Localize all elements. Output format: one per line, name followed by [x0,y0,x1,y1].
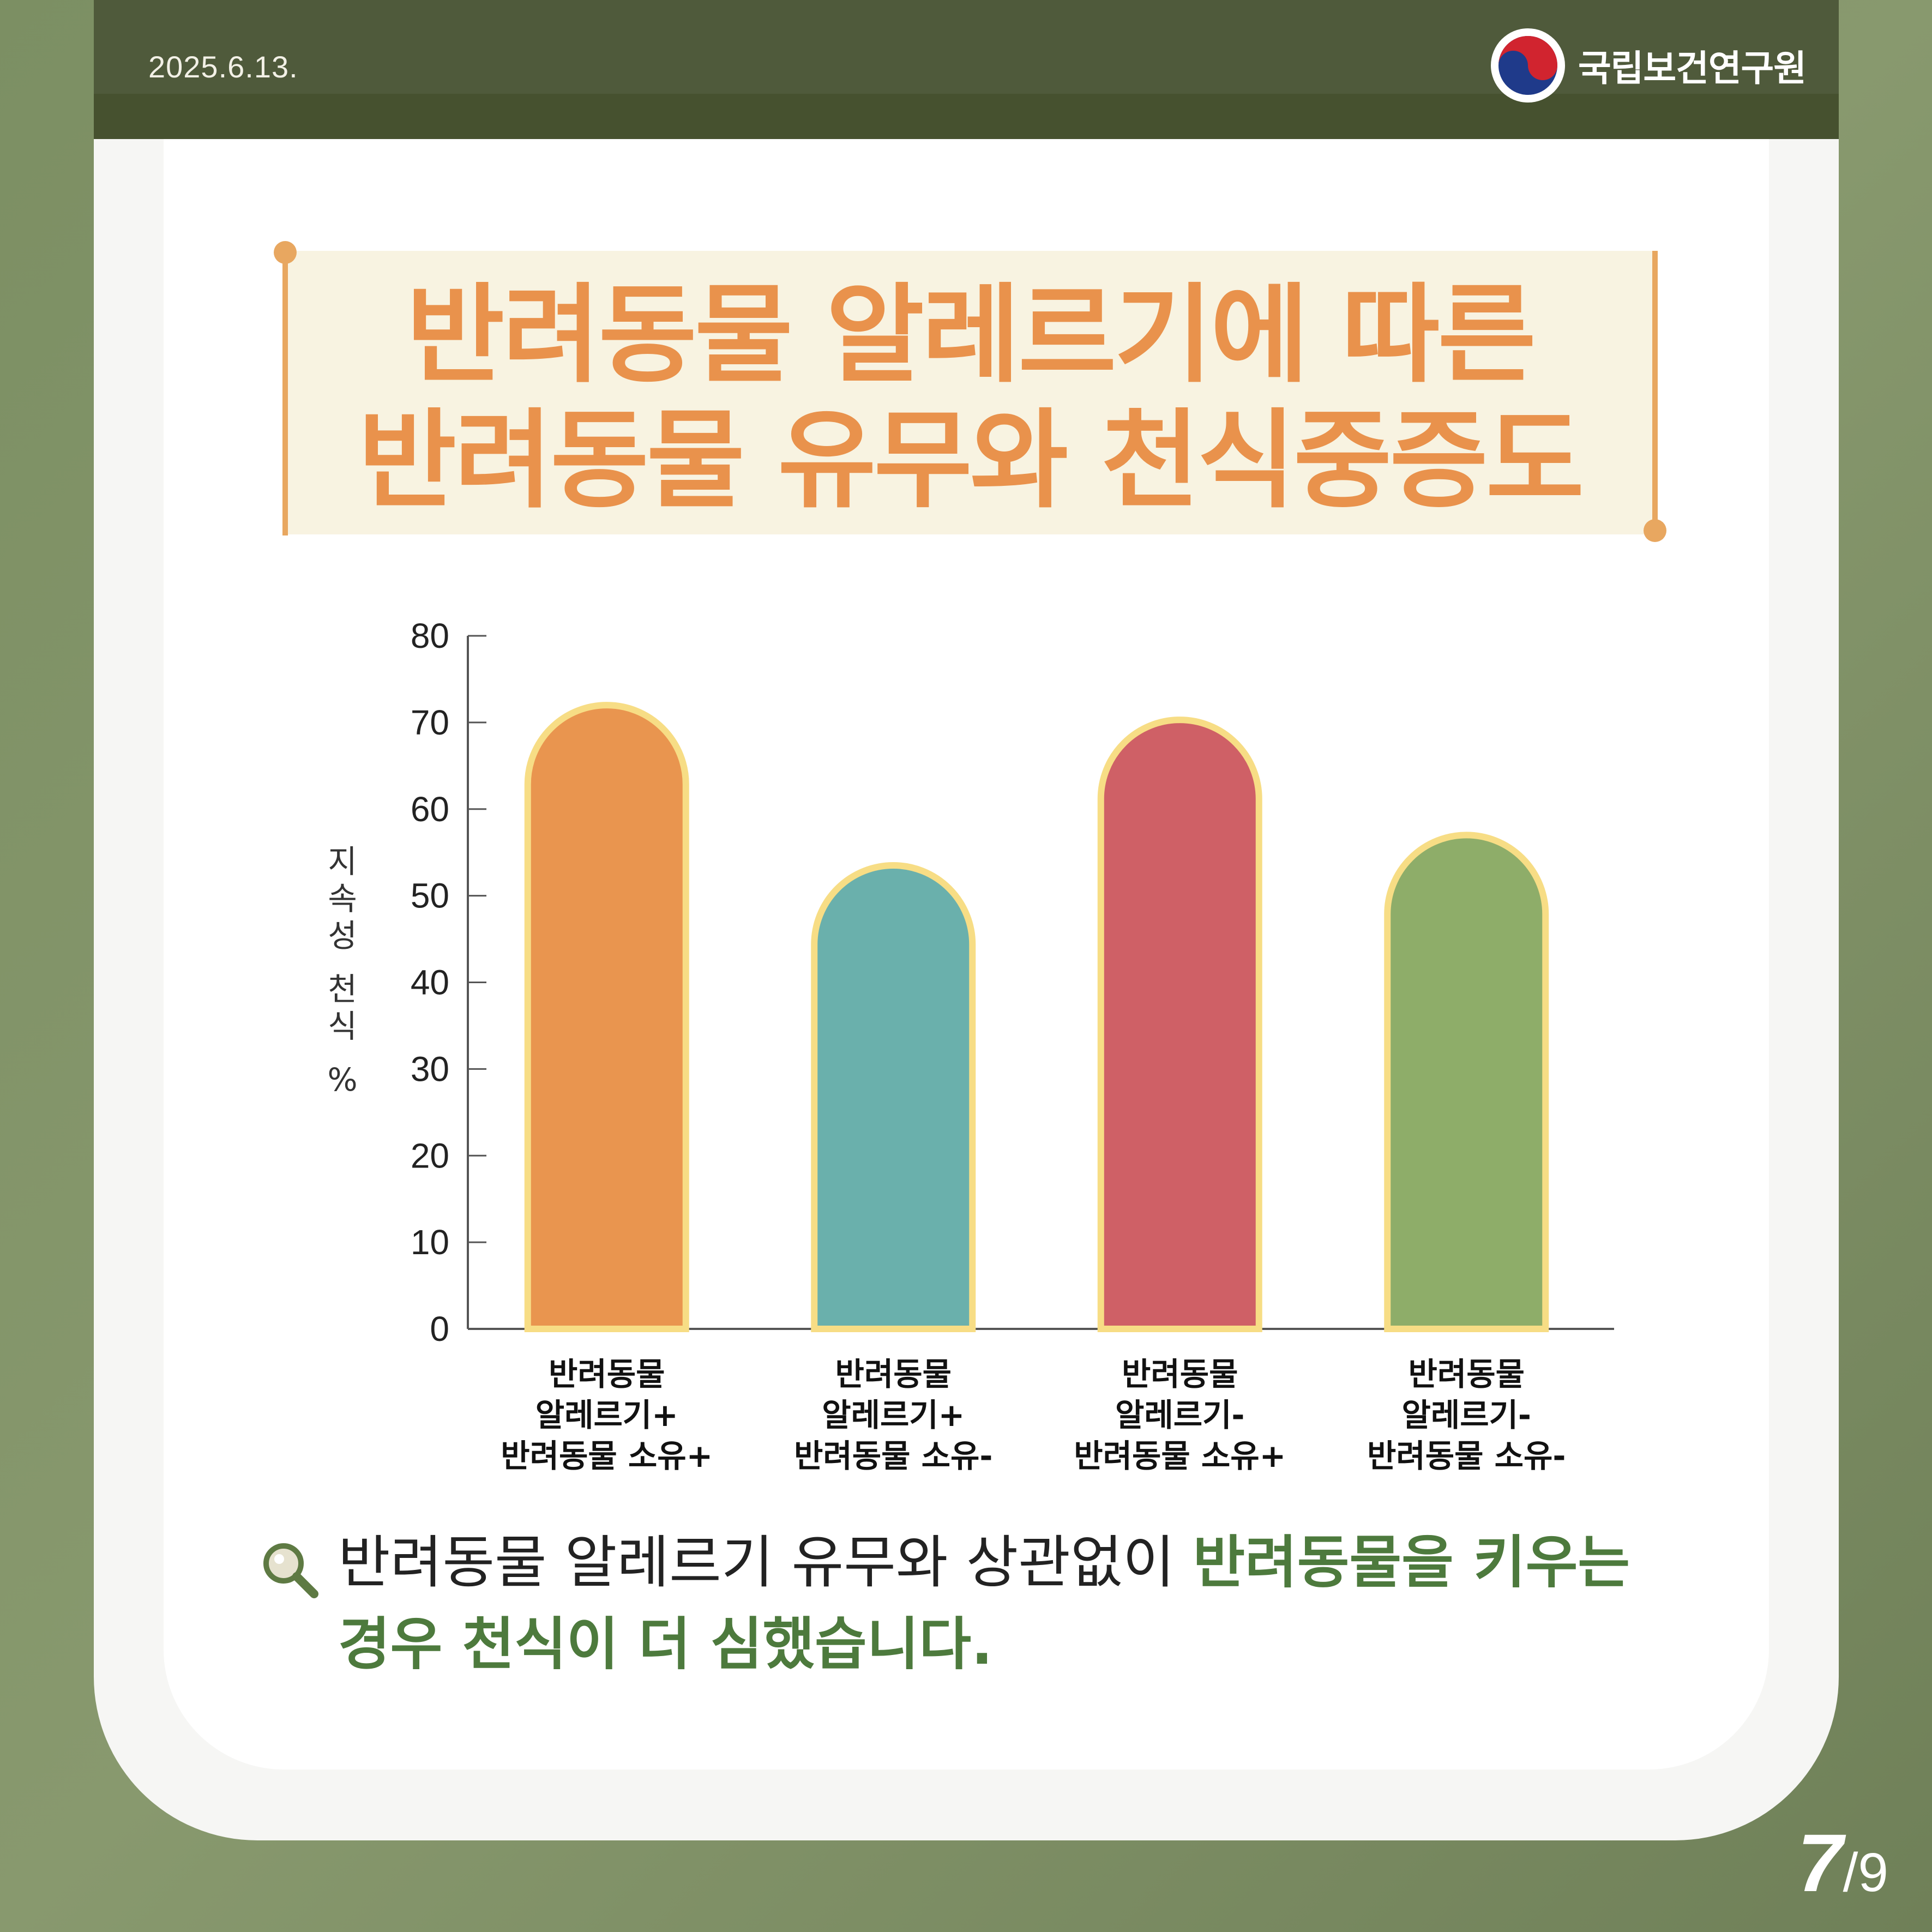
x-category-label: 반려동물 [835,1356,952,1393]
note-highlight-2: 경우 천식이 더 심했습니다. [338,1611,993,1677]
bar-2 [811,862,976,1332]
x-category-label: 반려동물 소유- [794,1437,992,1474]
y-tick-label: 80 [411,616,449,655]
page-title: 반려동물 알레르기에 따른 반려동물 유무와 천식중증도 [288,273,1652,523]
y-tick-label: 10 [411,1223,449,1262]
x-category-label: 알레르기- [1115,1397,1245,1434]
date-label: 2025.6.13. [148,50,298,84]
title-line-1: 반려동물 알레르기에 따른 [406,273,1536,398]
x-category-label: 반려동물 소유+ [501,1437,713,1474]
x-category-label: 반려동물 소유+ [1074,1437,1286,1474]
title-line-2: 반려동물 유무와 천식중증도 [358,399,1584,523]
title-dot-bottom [1644,519,1666,542]
bar-3 [1097,717,1262,1332]
x-category-label: 반려동물 [549,1356,665,1393]
header-bar: 2025.6.13. 국립보건연구원 [94,0,1839,139]
title-box [284,251,1658,534]
title-line-left [282,256,288,535]
y-tick-label: 50 [411,876,449,916]
y-tick-label: 30 [411,1049,449,1088]
x-category-label: 알레르기+ [535,1397,678,1434]
search-icon [263,1543,318,1598]
taegeuk-icon [1490,28,1565,103]
org-logo: 국립보건연구원 [1490,27,1807,104]
title-line-right [1652,251,1658,530]
page-current: 7 [1797,1817,1843,1909]
y-tick-label: 20 [411,1136,449,1175]
org-name: 국립보건연구원 [1578,47,1807,89]
note-highlight-1: 반려동물을 키우는 [1193,1529,1630,1596]
x-category-label: 반려동물 [1409,1356,1525,1393]
title-dot-top [274,241,297,264]
page-total: /9 [1843,1842,1888,1903]
x-category-label: 반려동물 [1122,1356,1238,1393]
bar-1 [524,702,689,1332]
y-tick-label: 60 [411,790,449,829]
x-category-label: 알레르기- [1401,1397,1531,1434]
x-category-label: 알레르기+ [822,1397,965,1434]
y-tick-label: 0 [430,1309,449,1349]
y-tick-label: 40 [411,963,449,1002]
header-band [94,94,1839,139]
page-indicator: 7/9 [1797,1816,1888,1910]
x-category-label: 반려동물 소유- [1367,1437,1566,1474]
bar-4 [1384,832,1549,1332]
note-plain: 반려동물 알레르기 유무와 상관없이 [338,1529,1193,1596]
summary-note: 반려동물 알레르기 유무와 상관없이 반려동물을 키우는 경우 천식이 더 심했… [338,1521,1734,1685]
y-tick-label: 70 [411,703,449,742]
